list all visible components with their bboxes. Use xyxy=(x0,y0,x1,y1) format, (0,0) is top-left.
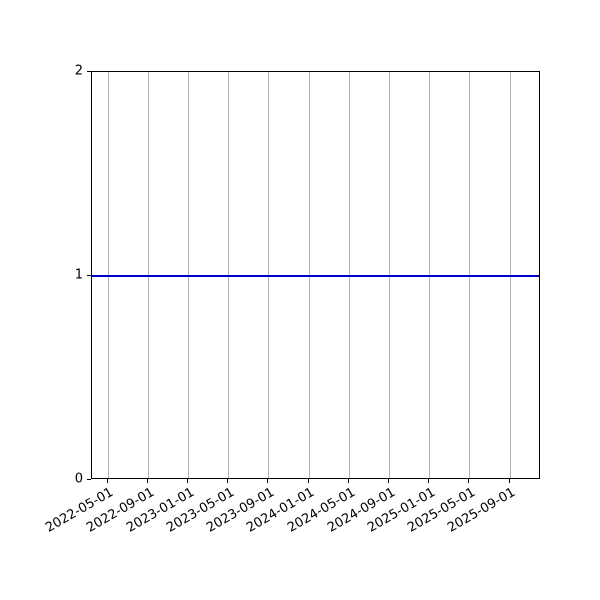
x-tick-mark xyxy=(508,479,510,483)
data-line-flat-line xyxy=(92,274,539,277)
x-tick-mark xyxy=(227,479,229,483)
y-tick-label: 1 xyxy=(74,267,83,283)
y-tick-mark xyxy=(87,478,91,480)
y-tick-mark xyxy=(87,274,91,276)
x-tick-mark xyxy=(146,479,148,483)
y-tick-label: 2 xyxy=(74,63,83,79)
x-tick-mark xyxy=(468,479,470,483)
x-tick-mark xyxy=(106,479,108,483)
x-tick-mark xyxy=(347,479,349,483)
y-tick-label: 0 xyxy=(74,471,83,487)
x-tick-mark xyxy=(428,479,430,483)
x-tick-mark xyxy=(387,479,389,483)
x-tick-mark xyxy=(267,479,269,483)
x-tick-mark xyxy=(307,479,309,483)
x-tick-mark xyxy=(186,479,188,483)
plot-area xyxy=(91,71,540,479)
y-tick-mark xyxy=(87,70,91,72)
